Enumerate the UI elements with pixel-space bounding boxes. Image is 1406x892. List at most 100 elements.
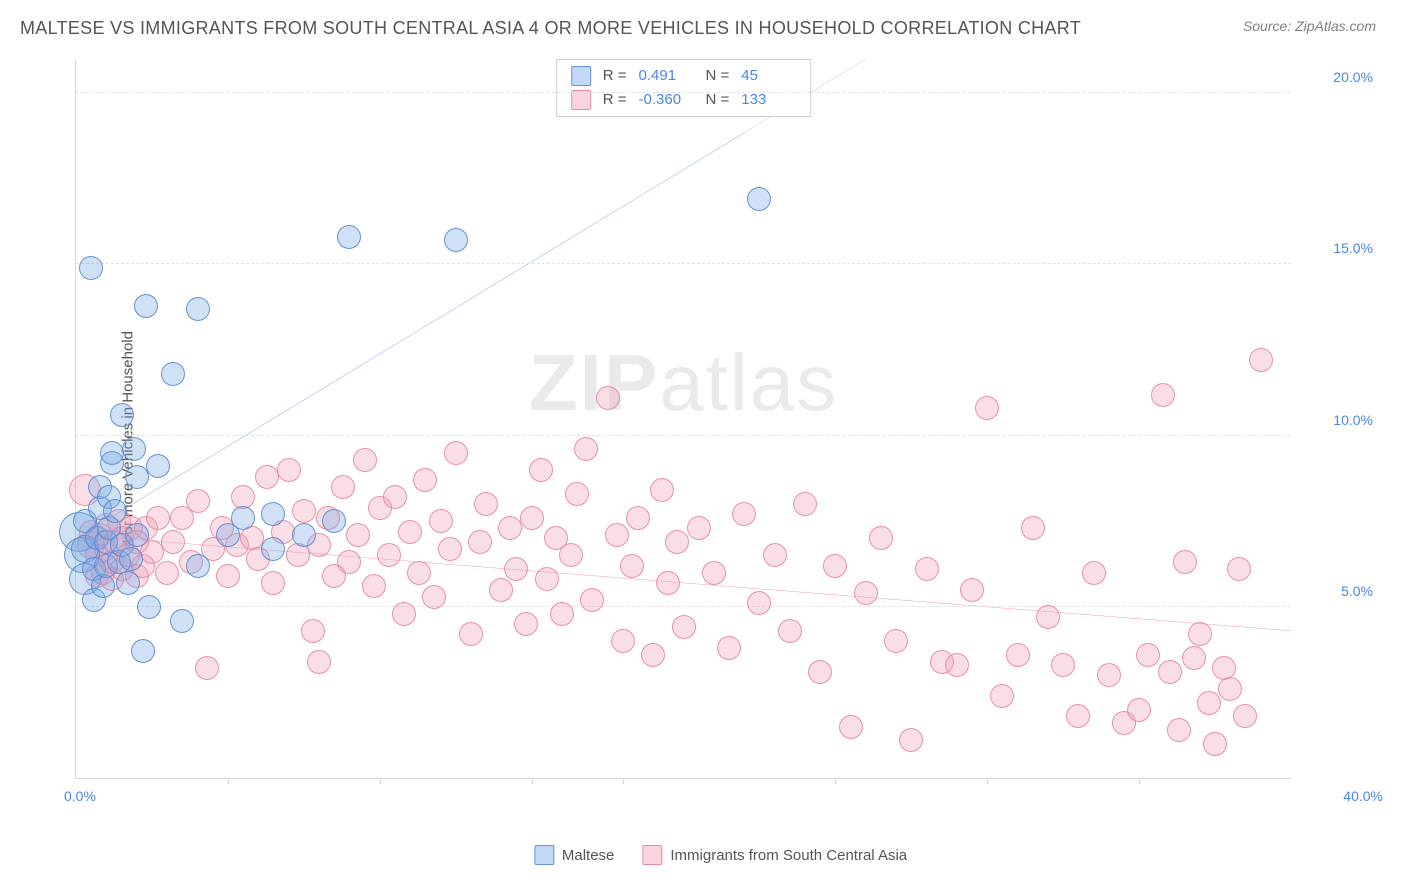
scatter-point-blue	[103, 499, 127, 523]
scatter-point-pink	[945, 653, 969, 677]
scatter-point-pink	[702, 561, 726, 585]
scatter-point-pink	[1167, 718, 1191, 742]
scatter-point-pink	[1006, 643, 1030, 667]
scatter-point-pink	[778, 619, 802, 643]
scatter-point-pink	[261, 571, 285, 595]
scatter-point-pink	[793, 492, 817, 516]
scatter-point-pink	[1082, 561, 1106, 585]
scatter-point-pink	[605, 523, 629, 547]
correlation-stat-box: R = 0.491 N = 45 R = -0.360 N = 133	[556, 59, 812, 117]
legend: Maltese Immigrants from South Central As…	[534, 845, 907, 865]
scatter-point-blue	[116, 571, 140, 595]
watermark: ZIPatlas	[529, 337, 838, 429]
scatter-point-pink	[398, 520, 422, 544]
scatter-point-pink	[620, 554, 644, 578]
scatter-point-pink	[286, 543, 310, 567]
scatter-point-pink	[869, 526, 893, 550]
stat-row-blue: R = 0.491 N = 45	[571, 64, 797, 88]
scatter-point-pink	[687, 516, 711, 540]
scatter-point-pink	[580, 588, 604, 612]
scatter-point-pink	[1021, 516, 1045, 540]
scatter-point-pink	[565, 482, 589, 506]
scatter-point-pink	[407, 561, 431, 585]
scatter-point-blue	[100, 441, 124, 465]
scatter-point-blue	[747, 187, 771, 211]
scatter-point-pink	[823, 554, 847, 578]
scatter-point-pink	[665, 530, 689, 554]
scatter-point-pink	[1227, 557, 1251, 581]
source-label: Source: ZipAtlas.com	[1243, 18, 1376, 34]
x-tick	[835, 778, 836, 784]
scatter-point-pink	[672, 615, 696, 639]
scatter-point-blue	[161, 362, 185, 386]
scatter-point-pink	[1173, 550, 1197, 574]
scatter-point-blue	[91, 574, 115, 598]
scatter-point-pink	[1188, 622, 1212, 646]
x-tick	[532, 778, 533, 784]
scatter-point-pink	[307, 650, 331, 674]
scatter-point-pink	[550, 602, 574, 626]
r-value-blue: 0.491	[639, 64, 694, 88]
chart-title: MALTESE VS IMMIGRANTS FROM SOUTH CENTRAL…	[20, 18, 1081, 39]
legend-swatch-pink	[642, 845, 662, 865]
scatter-point-pink	[444, 441, 468, 465]
scatter-point-pink	[650, 478, 674, 502]
legend-label-pink: Immigrants from South Central Asia	[670, 847, 907, 864]
scatter-point-pink	[884, 629, 908, 653]
scatter-point-pink	[656, 571, 680, 595]
scatter-point-pink	[413, 468, 437, 492]
x-origin-label: 0.0%	[64, 788, 96, 804]
scatter-point-pink	[422, 585, 446, 609]
scatter-point-pink	[529, 458, 553, 482]
gridline	[76, 435, 1291, 436]
scatter-point-pink	[1151, 383, 1175, 407]
scatter-point-pink	[1036, 605, 1060, 629]
scatter-point-pink	[763, 543, 787, 567]
scatter-point-blue	[146, 454, 170, 478]
scatter-point-blue	[186, 297, 210, 321]
scatter-point-blue	[110, 403, 134, 427]
scatter-point-pink	[468, 530, 492, 554]
legend-item-pink: Immigrants from South Central Asia	[642, 845, 907, 865]
scatter-point-blue	[131, 639, 155, 663]
scatter-point-pink	[626, 506, 650, 530]
y-tick-label: 10.0%	[1333, 412, 1373, 428]
scatter-point-pink	[1203, 732, 1227, 756]
scatter-point-pink	[747, 591, 771, 615]
scatter-point-pink	[960, 578, 984, 602]
scatter-point-pink	[277, 458, 301, 482]
watermark-post: atlas	[659, 338, 838, 427]
scatter-point-pink	[559, 543, 583, 567]
n-label: N =	[706, 64, 730, 88]
scatter-point-pink	[301, 619, 325, 643]
scatter-point-pink	[1066, 704, 1090, 728]
scatter-point-blue	[322, 509, 346, 533]
scatter-point-pink	[535, 567, 559, 591]
scatter-point-pink	[1249, 348, 1273, 372]
n-value-blue: 45	[741, 64, 796, 88]
scatter-point-pink	[498, 516, 522, 540]
scatter-point-pink	[489, 578, 513, 602]
gridline	[76, 606, 1291, 607]
scatter-point-pink	[331, 475, 355, 499]
scatter-point-pink	[474, 492, 498, 516]
scatter-point-pink	[899, 728, 923, 752]
legend-swatch-blue	[534, 845, 554, 865]
scatter-point-blue	[261, 537, 285, 561]
scatter-point-pink	[1197, 691, 1221, 715]
scatter-point-pink	[574, 437, 598, 461]
scatter-point-pink	[1136, 643, 1160, 667]
scatter-point-pink	[216, 564, 240, 588]
chart-container: 4 or more Vehicles in Household ZIPatlas…	[60, 49, 1381, 829]
scatter-point-pink	[520, 506, 544, 530]
scatter-point-blue	[261, 502, 285, 526]
scatter-point-pink	[1182, 646, 1206, 670]
scatter-point-blue	[186, 554, 210, 578]
x-tick	[987, 778, 988, 784]
swatch-blue	[571, 66, 591, 86]
scatter-point-pink	[1097, 663, 1121, 687]
scatter-point-pink	[611, 629, 635, 653]
scatter-point-blue	[79, 256, 103, 280]
scatter-point-blue	[122, 437, 146, 461]
scatter-point-pink	[346, 523, 370, 547]
